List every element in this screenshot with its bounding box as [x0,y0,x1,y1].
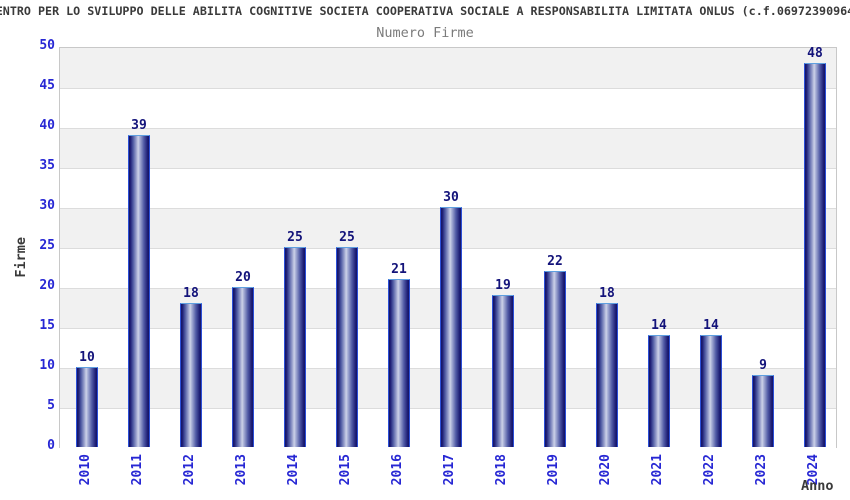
gridline [60,168,836,169]
bar-value-label: 48 [807,46,823,61]
bar-value-label: 30 [443,190,459,205]
bar-value-label: 14 [703,318,719,333]
x-tick-label: 2016 [390,454,405,486]
bar-2017 [440,207,462,447]
x-tick-label: 2018 [494,454,509,486]
bar-value-label: 19 [495,278,511,293]
x-tick-label: 2021 [650,454,665,486]
x-tick-label: 2012 [182,454,197,486]
bar-value-label: 10 [79,350,95,365]
x-tick-label: 2017 [442,454,457,486]
grid-band [60,48,836,88]
gridline [60,88,836,89]
bar-2013 [232,287,254,447]
bar-value-label: 18 [183,286,199,301]
bar-2012 [180,303,202,447]
y-tick-label: 50 [39,38,55,53]
y-tick-label: 15 [39,318,55,333]
x-tick-label: 2014 [286,454,301,486]
y-tick-label: 0 [47,438,55,453]
chart-subtitle: Numero Firme [376,25,474,41]
y-tick-label: 45 [39,78,55,93]
x-tick-label: 2022 [702,454,717,486]
bar-2014 [284,247,306,447]
y-tick-label: 40 [39,118,55,133]
y-tick-label: 20 [39,278,55,293]
y-tick-label: 5 [47,398,55,413]
bar-2018 [492,295,514,447]
bar-2019 [544,271,566,447]
bar-value-label: 9 [759,358,767,373]
y-axis-title: Firme [13,237,29,278]
x-tick-label: 2010 [78,454,93,486]
plot-area: 10 39 18 20 25 25 21 30 19 22 18 14 14 9 48 [59,46,837,448]
bar-value-label: 18 [599,286,615,301]
grid-band [60,128,836,168]
bar-value-label: 22 [547,254,563,269]
bar-value-label: 25 [339,230,355,245]
x-axis-title: Anno [801,478,834,494]
y-tick-label: 30 [39,198,55,213]
bar-2011 [128,135,150,447]
bar-2020 [596,303,618,447]
gridline [60,128,836,129]
grid-band [60,88,836,128]
bar-2021 [648,335,670,447]
bar-value-label: 14 [651,318,667,333]
grid-band [60,168,836,208]
y-tick-label: 35 [39,158,55,173]
bar-value-label: 25 [287,230,303,245]
bar-value-label: 21 [391,262,407,277]
x-tick-label: 2019 [546,454,561,486]
bar-2022 [700,335,722,447]
y-tick-label: 10 [39,358,55,373]
bar-2010 [76,367,98,447]
x-tick-label: 2015 [338,454,353,486]
x-tick-label: 2020 [598,454,613,486]
x-tick-label: 2013 [234,454,249,486]
chart-title: CENTRO PER LO SVILUPPO DELLE ABILITA COG… [0,4,850,18]
bar-2024 [804,63,826,447]
bar-value-label: 39 [131,118,147,133]
bar-value-label: 20 [235,270,251,285]
bar-2023 [752,375,774,447]
x-tick-label: 2011 [130,454,145,486]
bar-2015 [336,247,358,447]
x-tick-label: 2023 [754,454,769,486]
y-tick-label: 25 [39,238,55,253]
bar-2016 [388,279,410,447]
